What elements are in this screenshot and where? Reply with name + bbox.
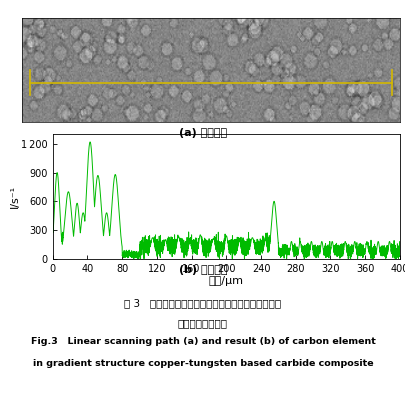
X-axis label: 距离/μm: 距离/μm bbox=[208, 276, 243, 286]
Text: (b) 扫描结果: (b) 扫描结果 bbox=[178, 265, 227, 275]
Y-axis label: I/s⁻¹: I/s⁻¹ bbox=[10, 185, 20, 208]
Text: (a) 扫描路径: (a) 扫描路径 bbox=[179, 128, 226, 138]
Text: 图 3   梯度结构铜锨基碳化物复合材料渗碳层碳元素的: 图 3 梯度结构铜锨基碳化物复合材料渗碳层碳元素的 bbox=[124, 298, 281, 308]
Text: 线扫描路径和结果: 线扫描路径和结果 bbox=[177, 318, 228, 328]
Text: in gradient structure copper-tungsten based carbide composite: in gradient structure copper-tungsten ba… bbox=[33, 359, 372, 368]
Text: Fig.3   Linear scanning path (a) and result (b) of carbon element: Fig.3 Linear scanning path (a) and resul… bbox=[30, 337, 375, 346]
